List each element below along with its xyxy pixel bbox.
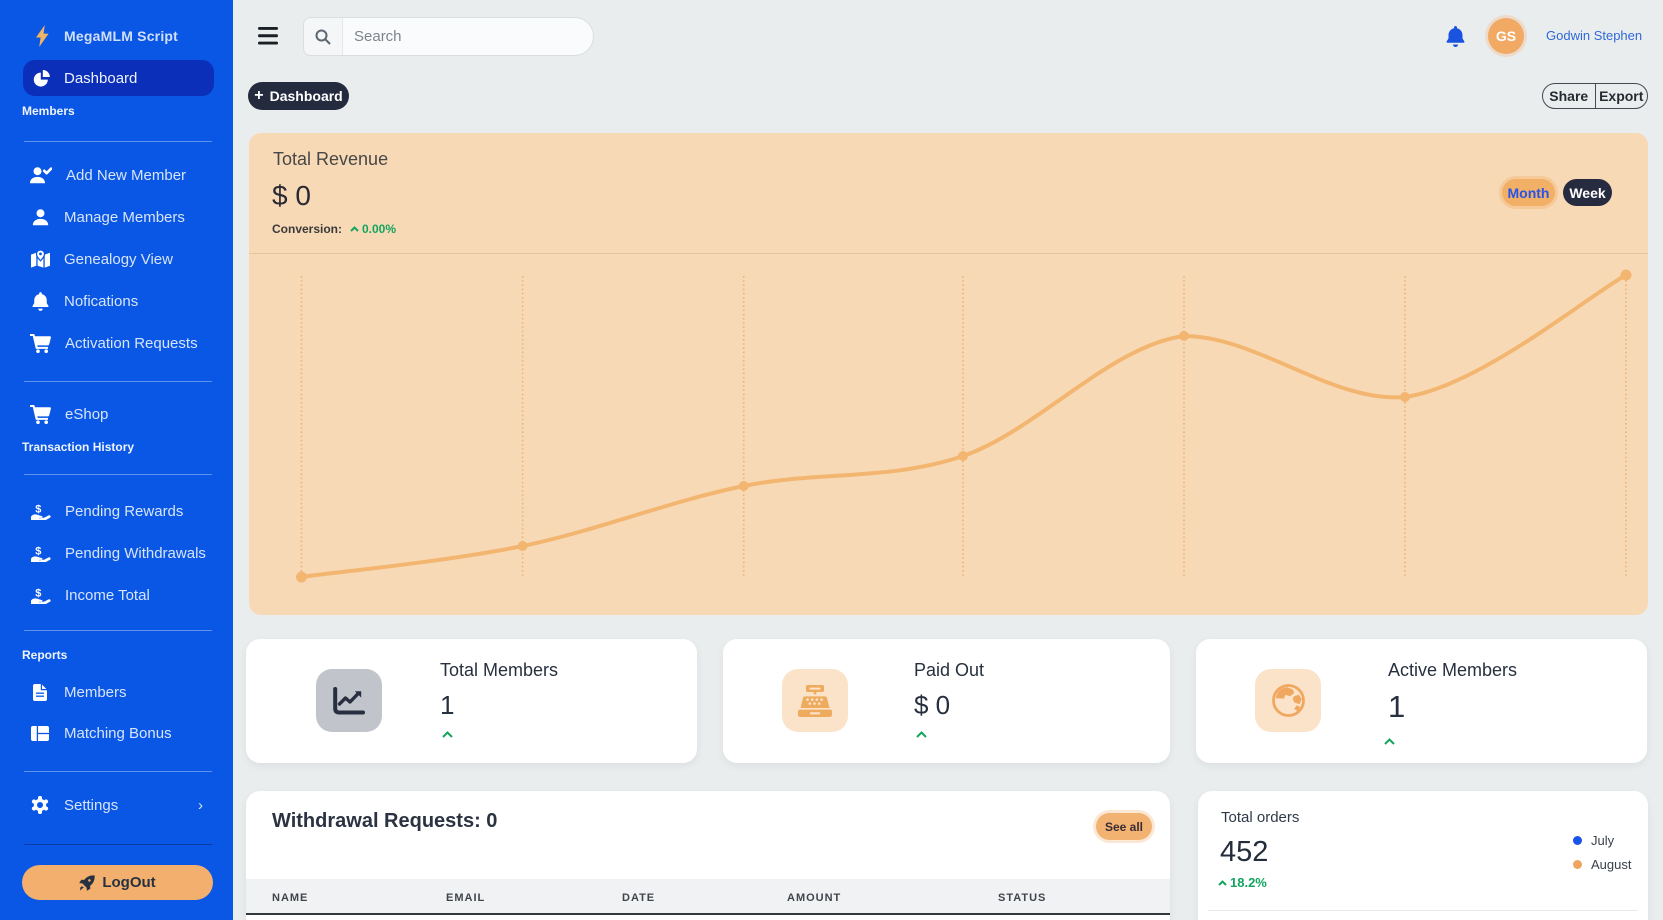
svg-text:$: $ <box>35 587 41 599</box>
svg-text:$: $ <box>35 545 41 557</box>
svg-text:$: $ <box>35 503 41 515</box>
